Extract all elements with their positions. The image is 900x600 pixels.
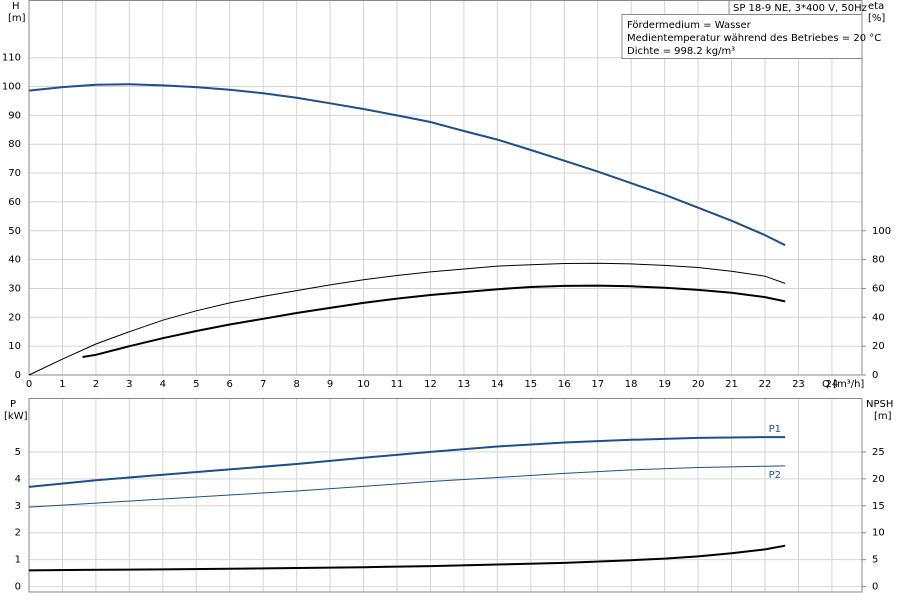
y-tick-label: 110 [2,53,21,64]
x-axis-label: Q [m³/h] [822,379,864,390]
y-tick-label: 100 [2,82,21,93]
x-tick-label: 11 [391,379,404,390]
curve [82,284,786,358]
x-tick-label: 2 [93,379,99,390]
x-tick-label: 19 [658,379,671,390]
curve [28,465,786,508]
h-axis-label: H [12,1,20,12]
x-tick-label: 22 [759,379,772,390]
y-tick-label: 50 [8,226,21,237]
y2-tick-label: 80 [872,255,885,266]
curve-label: P2 [769,470,781,481]
x-tick-label: 3 [126,379,132,390]
x-tick-label: 20 [692,379,705,390]
x-tick-label: 15 [524,379,537,390]
curve [28,436,786,488]
y2-tick-label: 0 [872,582,878,593]
x-tick-label: 8 [293,379,299,390]
y-tick-label: 70 [8,168,21,179]
y2-tick-label: 15 [872,501,885,512]
y2-tick-label: 0 [872,370,878,381]
x-tick-label: 7 [260,379,266,390]
plot-frame [28,0,863,376]
x-tick-label: 16 [558,379,571,390]
curve [28,83,786,247]
y-tick-label: 90 [8,110,21,121]
y-tick-label: 0 [15,370,21,381]
x-tick-label: 13 [458,379,471,390]
x-tick-label: 9 [327,379,333,390]
p-axis-label: P [10,399,16,410]
y2-tick-label: 100 [872,226,891,237]
x-tick-label: 5 [193,379,199,390]
y2-tick-label: 10 [872,528,885,539]
x-tick-label: 23 [792,379,805,390]
y-tick-label: 1 [15,555,21,566]
y-tick-label: 10 [8,341,21,352]
x-tick-label: 17 [591,379,604,390]
y2-tick-label: 25 [872,447,885,458]
x-tick-label: 18 [625,379,638,390]
info-box [621,14,863,59]
x-tick-label: 0 [26,379,32,390]
eta-axis-unit: [%] [868,13,885,24]
h-axis-unit: [m] [8,13,26,24]
y-tick-label: 5 [15,447,21,458]
eta-axis-label: eta [868,1,884,12]
x-tick-label: 21 [725,379,738,390]
y-tick-label: 60 [8,197,21,208]
curve [28,544,786,572]
x-tick-label: 10 [357,379,370,390]
annotation: Fördermedium = Wasser [627,20,752,31]
y-tick-label: 3 [15,501,21,512]
y2-tick-label: 5 [872,555,878,566]
y-tick-label: 4 [15,474,21,485]
y-tick-label: 0 [15,582,21,593]
title: SP 18-9 NE, 3*400 V, 50Hz [733,3,867,14]
y2-tick-label: 60 [872,283,885,294]
annotation: Medientemperatur während des Betriebes =… [627,33,881,44]
y-tick-label: 40 [8,255,21,266]
npsh-axis-label: NPSH [866,399,893,410]
curve-label: P1 [769,424,781,435]
plot-frame [28,398,863,593]
y2-tick-label: 40 [872,312,885,323]
x-tick-label: 14 [491,379,504,390]
p-axis-unit: [kW] [4,411,28,422]
annotation: Dichte = 998.2 kg/m³ [627,46,735,57]
x-tick-label: 1 [59,379,65,390]
npsh-axis-unit: [m] [874,411,892,422]
x-tick-label: 4 [160,379,166,390]
x-tick-label: 24 [826,379,839,390]
y-tick-label: 80 [8,139,21,150]
x-tick-label: 12 [424,379,437,390]
y2-tick-label: 20 [872,341,885,352]
x-tick-label: 6 [227,379,233,390]
curve [28,262,786,376]
y-tick-label: 2 [15,528,21,539]
y-tick-label: 20 [8,312,21,323]
y2-tick-label: 20 [872,474,885,485]
y-tick-label: 30 [8,283,21,294]
